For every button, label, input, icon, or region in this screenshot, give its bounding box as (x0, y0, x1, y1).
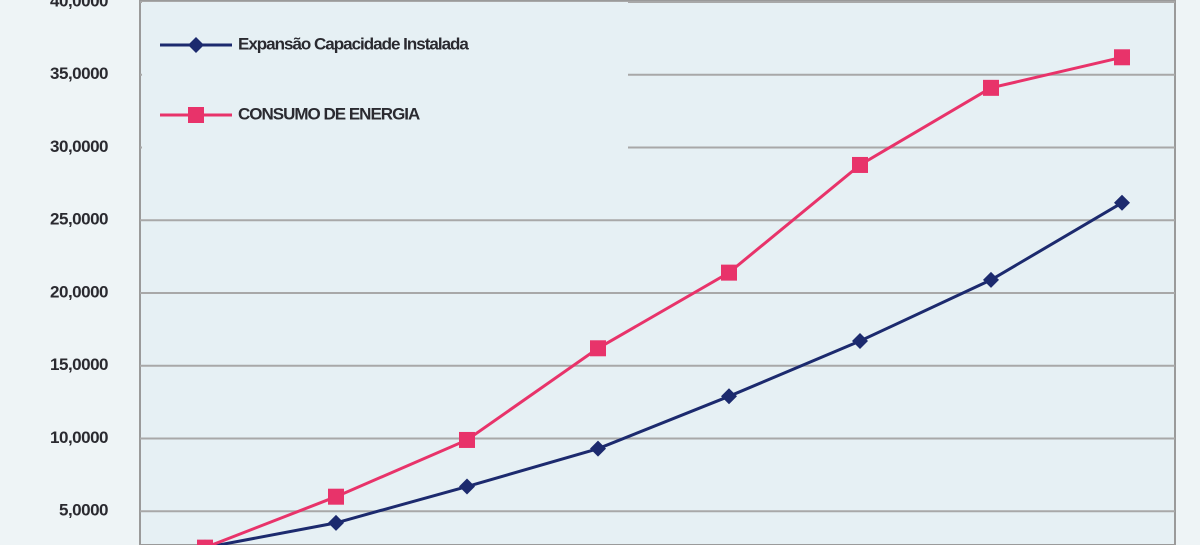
marker (197, 539, 213, 545)
legend-marker (188, 107, 204, 123)
marker (852, 156, 868, 173)
marker (983, 271, 999, 288)
legend-label: Expansão Capacidade Instalada (238, 34, 469, 53)
marker (721, 264, 737, 281)
y-tick-label: 25,0000 (50, 210, 108, 229)
marker (590, 340, 606, 357)
y-tick-label: 15,0000 (50, 355, 108, 374)
marker (459, 431, 475, 448)
marker (852, 333, 868, 350)
marker (1114, 49, 1130, 66)
y-tick-label: 20,0000 (50, 282, 108, 301)
legend-marker (188, 37, 204, 53)
legend-label: CONSUMO DE ENERGIA (238, 104, 420, 123)
data-line (207, 55, 1123, 545)
marker (1114, 194, 1130, 211)
y-tick-label: 40,0000 (50, 0, 108, 10)
legend-box (142, 2, 628, 150)
marker (328, 488, 344, 505)
y-tick-label: 10,0000 (50, 428, 108, 447)
marker (459, 478, 475, 495)
marker (721, 388, 737, 405)
y-tick-label: 5,0000 (59, 501, 108, 520)
marker (328, 514, 344, 531)
marker (590, 440, 606, 457)
y-tick-label: 30,0000 (50, 137, 108, 156)
marker (983, 79, 999, 96)
data-line (210, 201, 1123, 545)
y-tick-label: 35,0000 (50, 64, 108, 83)
